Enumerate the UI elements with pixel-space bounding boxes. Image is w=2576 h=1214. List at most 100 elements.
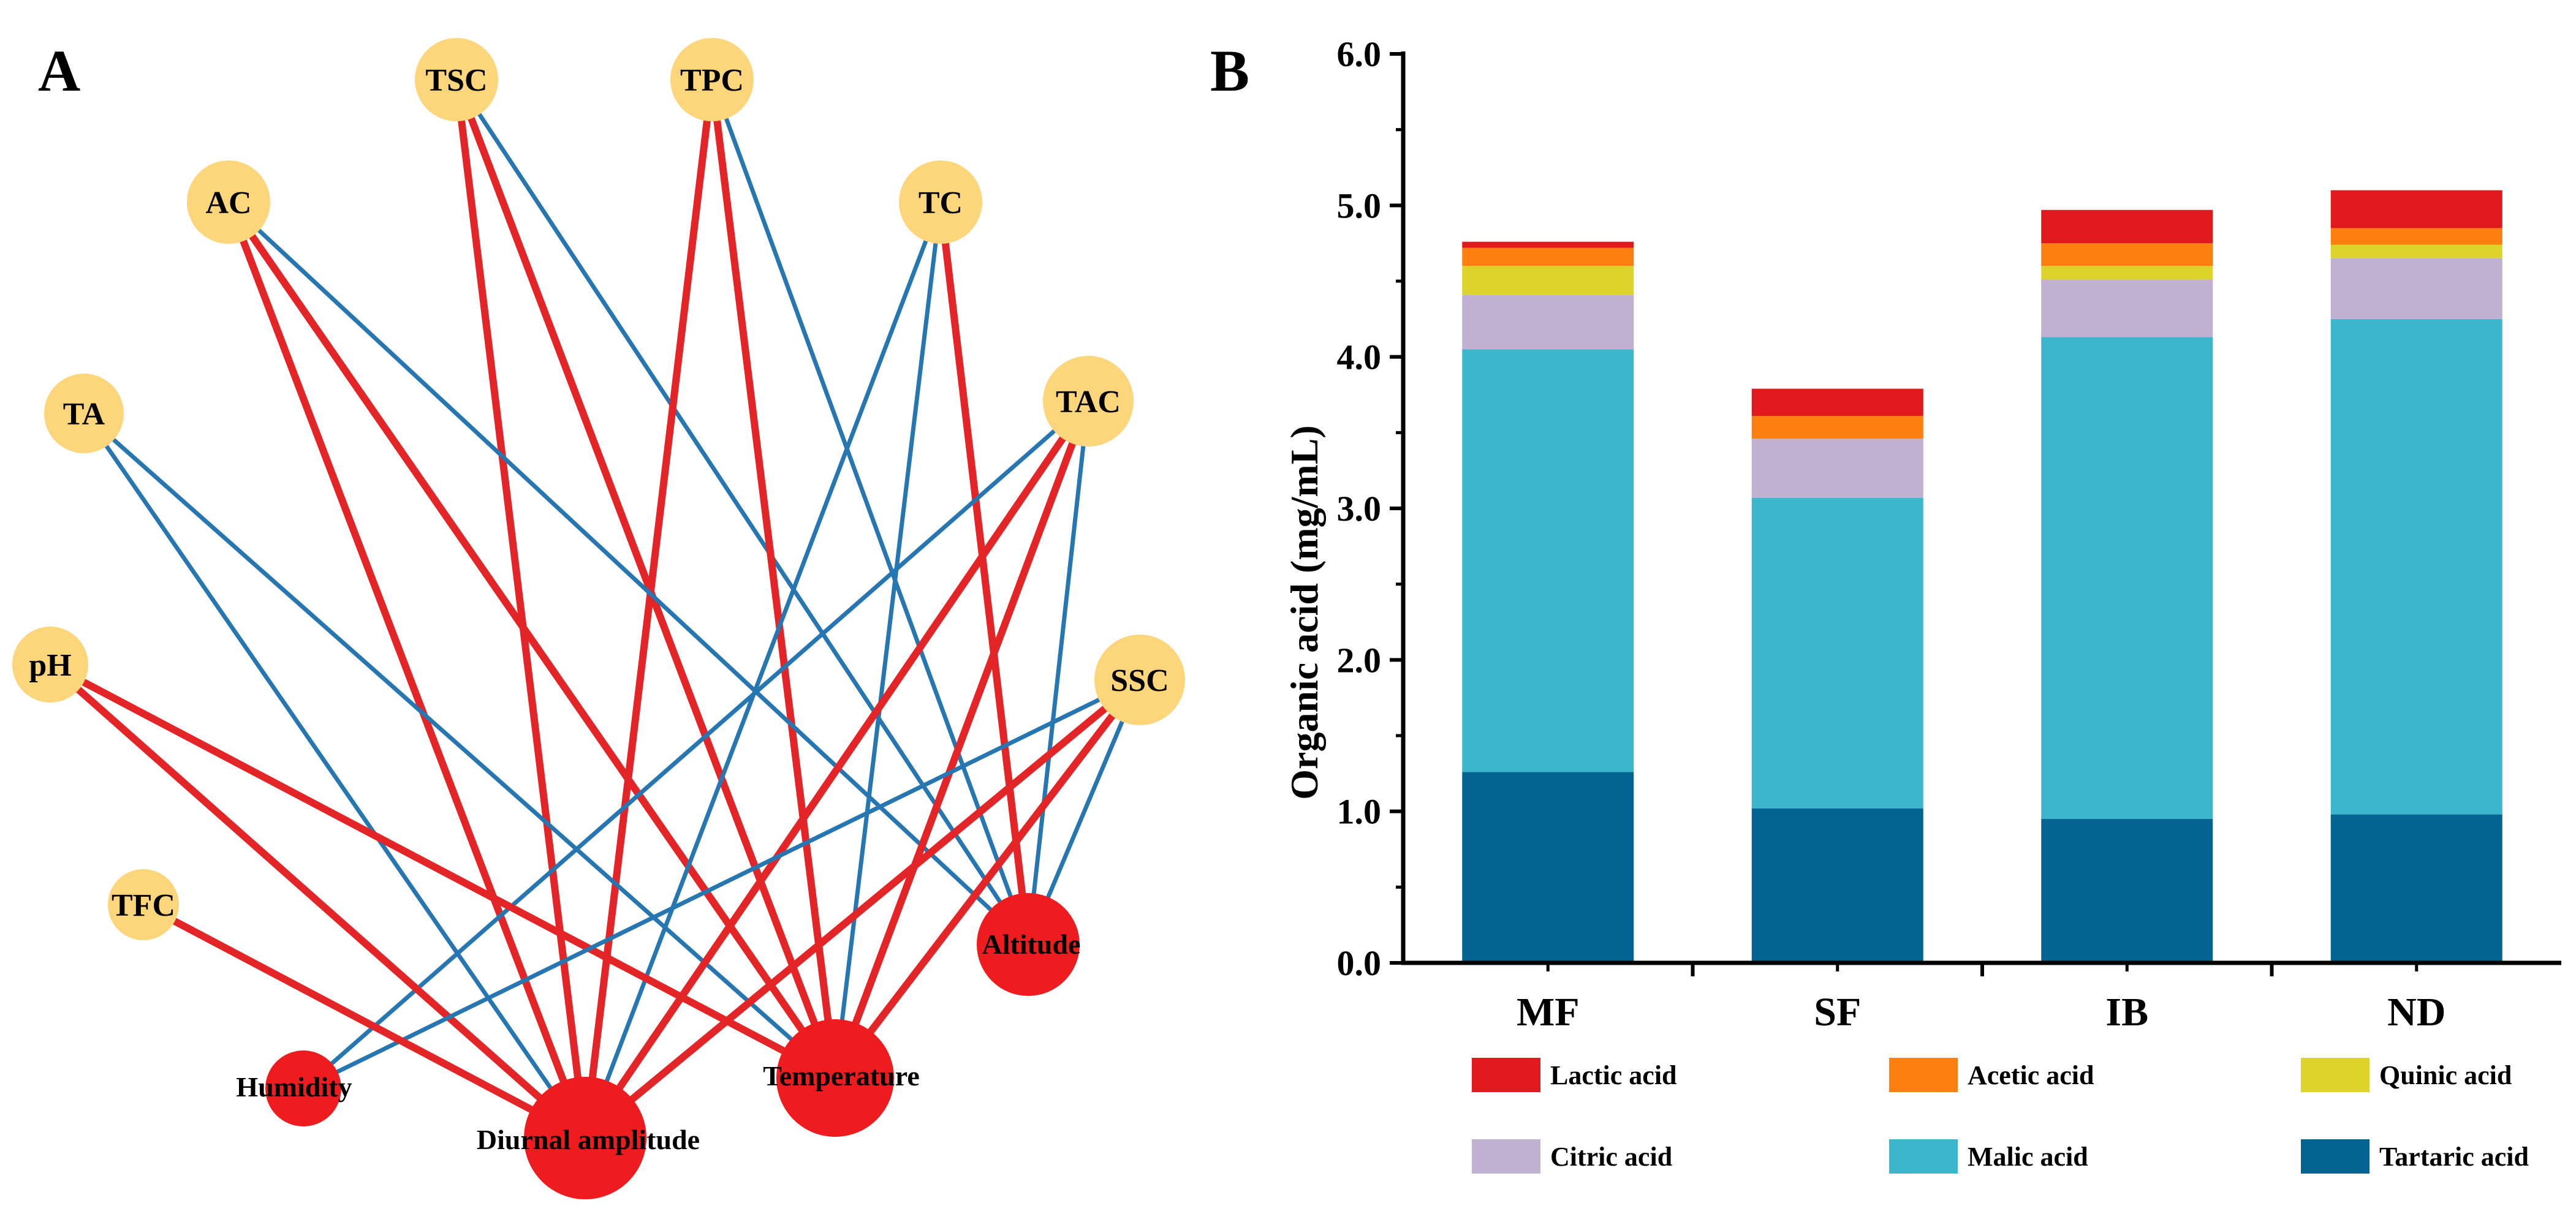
edge-tsc-altitude	[454, 77, 1031, 947]
edge-tc-diurnal-amplitude	[583, 200, 943, 1140]
node-ssc	[1094, 635, 1185, 725]
node-label-diurnal-amplitude: Diurnal amplitude	[477, 1124, 700, 1155]
node-ac	[187, 160, 270, 244]
bar-sf-tartaric-acid	[1751, 808, 1923, 963]
edge-tsc-temperature	[453, 76, 839, 1082]
edge-tpc-temperature	[708, 76, 839, 1082]
node-altitude	[977, 893, 1080, 996]
bar-ib-malic-acid	[2041, 337, 2213, 820]
bar-sf-acetic-acid	[1751, 416, 1923, 439]
bar-mf-tartaric-acid	[1462, 772, 1634, 963]
edge-tac-diurnal-amplitude	[581, 398, 1092, 1142]
bar-mf-acetic-acid	[1462, 247, 1634, 266]
edge-ph-temperature	[47, 661, 839, 1082]
node-temperature	[776, 1019, 894, 1137]
legend-swatch-quinic-acid	[2301, 1058, 2370, 1092]
edge-ta-temperature	[81, 411, 838, 1080]
bar-nd-lactic-acid	[2330, 190, 2502, 228]
bar-nd-acetic-acid	[2330, 228, 2502, 245]
node-label-tsc: TSC	[425, 63, 487, 98]
y-tick-label: 6.0	[1337, 34, 1382, 74]
bar-ib-citric-acid	[2041, 279, 2213, 337]
y-tick-label: 3.0	[1337, 489, 1382, 529]
stacked-bar-chart: 0.0 1.0 2.0 3.0 4.0 5.0 6.0 MF SF IB ND Organic ac…	[1282, 34, 2561, 1174]
edge-tpc-altitude	[710, 77, 1031, 947]
legend-swatch-citric-acid	[1472, 1139, 1540, 1174]
y-tick-label: 2.0	[1337, 640, 1382, 680]
chart-axes: 0.0 1.0 2.0 3.0 4.0 5.0 6.0 MF SF IB ND	[1337, 34, 2561, 1035]
network-edges	[47, 76, 1143, 1142]
edge-tac-humidity	[301, 399, 1091, 1091]
node-label-temperature: Temperature	[763, 1060, 920, 1091]
bar-ib-lactic-acid	[2041, 209, 2213, 244]
edge-tac-altitude	[1026, 399, 1091, 947]
y-tick-label: 1.0	[1337, 792, 1382, 832]
edge-tpc-diurnal-amplitude	[581, 76, 716, 1142]
node-tac	[1043, 356, 1134, 447]
bar-ib-acetic-acid	[2041, 243, 2213, 266]
edge-ta-diurnal-amplitude	[81, 411, 588, 1140]
node-label-ph: pH	[29, 648, 71, 683]
legend-swatch-lactic-acid	[1472, 1058, 1540, 1092]
y-axis-title: Organic acid (mg/mL)	[1282, 425, 1326, 799]
edge-ssc-diurnal-amplitude	[581, 676, 1143, 1142]
edge-ac-altitude	[226, 200, 1031, 947]
bar-segments	[1462, 190, 2502, 963]
node-label-humidity: Humidity	[236, 1071, 352, 1103]
legend-label-tartaric-acid: Tartaric acid	[2379, 1142, 2529, 1172]
bar-mf-lactic-acid	[1462, 241, 1634, 248]
legend-swatch-acetic-acid	[1889, 1058, 1958, 1092]
panel-b-label: B	[1210, 38, 1249, 104]
bar-ib-quinic-acid	[2041, 266, 2213, 280]
node-label-tfc: TFC	[112, 888, 175, 923]
edge-ac-temperature	[225, 198, 839, 1082]
bar-sf-malic-acid	[1751, 497, 1923, 809]
node-tfc	[108, 869, 179, 940]
x-tick-label-ib: IB	[2105, 990, 2148, 1035]
correlation-network: TSC TPC AC TC TA TAC pH SSC TFC Humidity Diurnal a…	[12, 38, 1185, 1199]
node-diurnal-amplitude	[524, 1077, 646, 1199]
node-label-ssc: SSC	[1110, 663, 1169, 698]
bar-nd-quinic-acid	[2330, 244, 2502, 258]
node-tpc	[670, 38, 754, 121]
legend-swatch-tartaric-acid	[2301, 1139, 2370, 1174]
edge-ssc-temperature	[832, 676, 1143, 1082]
edge-tac-temperature	[832, 398, 1092, 1082]
bar-nd-malic-acid	[2330, 319, 2502, 815]
bar-mf-citric-acid	[1462, 295, 1634, 350]
node-label-ac: AC	[205, 186, 251, 221]
chart-legend: Lactic acid Acetic acid Quinic acid Citric …	[1472, 1058, 2529, 1174]
legend-label-acetic-acid: Acetic acid	[1968, 1060, 2094, 1090]
node-label-tpc: TPC	[680, 63, 744, 98]
node-label-ta: TA	[63, 397, 105, 432]
node-label-tac: TAC	[1056, 385, 1121, 420]
node-ph	[12, 627, 88, 703]
node-label-tc: TC	[919, 186, 963, 221]
y-tick-label: 0.0	[1337, 943, 1382, 983]
x-tick-label-nd: ND	[2387, 990, 2445, 1035]
panel-a-label: A	[38, 38, 80, 104]
edge-ph-diurnal-amplitude	[47, 661, 589, 1142]
legend-swatch-malic-acid	[1889, 1139, 1958, 1174]
edge-tfc-diurnal-amplitude	[140, 901, 589, 1142]
bar-sf-citric-acid	[1751, 439, 1923, 498]
y-tick-label: 5.0	[1337, 186, 1382, 225]
x-tick-label-mf: MF	[1517, 990, 1580, 1035]
node-label-altitude: Altitude	[982, 929, 1081, 960]
bar-nd-tartaric-acid	[2330, 814, 2502, 963]
node-ta	[44, 374, 124, 453]
bar-mf-quinic-acid	[1462, 266, 1634, 295]
legend-label-lactic-acid: Lactic acid	[1550, 1060, 1677, 1090]
network-nodes: TSC TPC AC TC TA TAC pH SSC TFC Humidity Diurnal a…	[12, 38, 1185, 1199]
x-tick-label-sf: SF	[1814, 990, 1861, 1035]
edge-tc-temperature	[833, 200, 943, 1080]
legend-label-citric-acid: Citric acid	[1550, 1142, 1672, 1172]
bar-nd-citric-acid	[2330, 258, 2502, 319]
y-tick-label: 4.0	[1337, 337, 1382, 377]
legend-label-quinic-acid: Quinic acid	[2379, 1060, 2512, 1090]
edge-ssc-humidity	[301, 677, 1142, 1091]
bar-sf-lactic-acid	[1751, 388, 1923, 417]
node-tc	[899, 160, 982, 244]
legend-label-malic-acid: Malic acid	[1968, 1142, 2088, 1172]
